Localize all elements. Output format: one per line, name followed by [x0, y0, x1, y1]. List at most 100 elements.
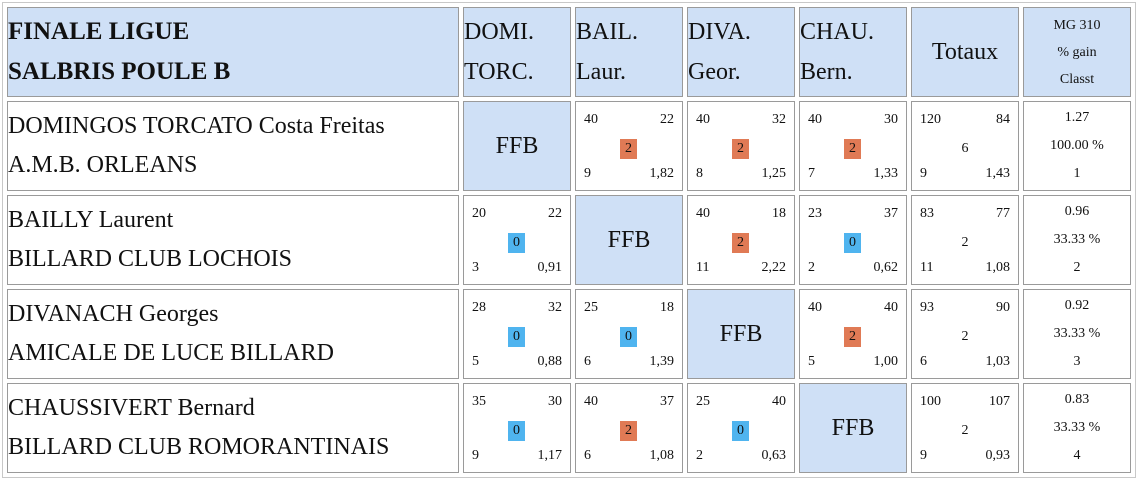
- title-line-1: FINALE LIGUE: [8, 18, 190, 45]
- score-average: 1,03: [985, 354, 1011, 369]
- score-points-against: 18: [660, 300, 674, 315]
- score-points-against: 37: [660, 394, 674, 409]
- column-header-totals: Totaux: [911, 7, 1019, 97]
- score-average: 0,91: [537, 260, 563, 275]
- score-points-for: 120: [920, 112, 941, 127]
- self-match-cell: FFB: [463, 101, 571, 191]
- title-line-2: SALBRIS POULE B: [8, 58, 231, 85]
- stat-rank: 1: [1073, 166, 1081, 181]
- score-points-for: 40: [584, 112, 598, 127]
- totals-cell: 93 90 6 1,03 2: [911, 289, 1019, 379]
- stat-mg: 1.27: [1064, 110, 1090, 125]
- score-innings: 8: [696, 166, 703, 181]
- match-score-cell: 25 18 6 1,39 0: [575, 289, 683, 379]
- score-innings: 3: [472, 260, 479, 275]
- column-header-line-2: TORC.: [464, 59, 534, 85]
- score-points-against: 32: [772, 112, 786, 127]
- total-match-points: 2: [961, 423, 969, 438]
- self-match-cell: FFB: [575, 195, 683, 285]
- table-row: BAILLY Laurent BILLARD CLUB LOCHOIS 2 0 2 2 3 0…: [7, 195, 1131, 285]
- score-innings: 11: [920, 260, 934, 275]
- stat-gain-percent: 33.33 %: [1053, 232, 1101, 247]
- results-body: DOMINGOS TORCATO Costa Freitas A.M.B. ORL…: [7, 101, 1131, 473]
- column-header-line-1: DIVA.: [688, 19, 751, 45]
- column-header-line-2: Laur.: [576, 59, 626, 85]
- stat-header-classt: Classt: [1059, 71, 1095, 87]
- player-cell: CHAUSSIVERT Bernard BILLARD CLUB ROMORANT…: [7, 383, 459, 473]
- score-innings: 7: [808, 166, 815, 181]
- score-innings: 6: [584, 354, 591, 369]
- score-average: 1,25: [761, 166, 787, 181]
- match-score-cell: 40 37 6 1,08 2: [575, 383, 683, 473]
- stat-gain-percent: 100.00 %: [1050, 138, 1104, 153]
- score-points-against: 22: [660, 112, 674, 127]
- player-club: BILLARD CLUB LOCHOIS: [8, 246, 293, 272]
- score-innings: 11: [696, 260, 710, 275]
- match-points-win-badge: 2: [844, 139, 861, 159]
- match-score-cell: 40 30 7 1,33 2: [799, 101, 907, 191]
- score-innings: 2: [696, 448, 703, 463]
- column-header-chau: CHAU. Bern.: [799, 7, 907, 97]
- score-points-against: 84: [996, 112, 1010, 127]
- player-club: BILLARD CLUB ROMORANTINAIS: [8, 434, 390, 460]
- match-points-win-badge: 2: [732, 233, 749, 253]
- match-points-loss-badge: 0: [508, 327, 525, 347]
- self-match-cell: FFB: [799, 383, 907, 473]
- table-row: DOMINGOS TORCATO Costa Freitas A.M.B. ORL…: [7, 101, 1131, 191]
- column-header-line-1: CHAU.: [800, 19, 875, 45]
- stats-cell: 1.27 100.00 % 1: [1023, 101, 1131, 191]
- score-points-against: 18: [772, 206, 786, 221]
- score-points-for: 25: [696, 394, 710, 409]
- table-title: FINALE LIGUE SALBRIS POULE B: [7, 7, 459, 97]
- player-cell: BAILLY Laurent BILLARD CLUB LOCHOIS: [7, 195, 459, 285]
- match-points-loss-badge: 0: [508, 233, 525, 253]
- match-score-cell: 40 18 11 2,22 2: [687, 195, 795, 285]
- column-header-diva: DIVA. Geor.: [687, 7, 795, 97]
- score-average: 1,33: [873, 166, 899, 181]
- table-row: DIVANACH Georges AMICALE DE LUCE BILLARD 2…: [7, 289, 1131, 379]
- match-points-win-badge: 2: [620, 421, 637, 441]
- self-match-cell: FFB: [687, 289, 795, 379]
- score-points-against: 40: [772, 394, 786, 409]
- match-points-win-badge: 2: [844, 327, 861, 347]
- score-average: 1,08: [985, 260, 1011, 275]
- match-score-cell: 20 22 3 0,91 0: [463, 195, 571, 285]
- score-average: 0,88: [537, 354, 563, 369]
- score-points-for: 40: [808, 300, 822, 315]
- totals-cell: 120 84 9 1,43 6: [911, 101, 1019, 191]
- match-score-cell: 40 32 8 1,25 2: [687, 101, 795, 191]
- score-points-for: 23: [808, 206, 822, 221]
- column-header-line-2: Geor.: [688, 59, 741, 85]
- stat-mg: 0.92: [1064, 298, 1090, 313]
- column-header-line-1: DOMI.: [464, 19, 534, 45]
- stats-cell: 0.96 33.33 % 2: [1023, 195, 1131, 285]
- score-points-against: 107: [989, 394, 1010, 409]
- score-points-for: 40: [808, 112, 822, 127]
- match-points-loss-badge: 0: [844, 233, 861, 253]
- score-average: 1,43: [985, 166, 1011, 181]
- header-row: FINALE LIGUE SALBRIS POULE B DOMI. TORC.…: [7, 7, 1131, 97]
- column-header-line-1: BAIL.: [576, 19, 638, 45]
- stat-rank: 2: [1073, 260, 1081, 275]
- score-innings: 6: [584, 448, 591, 463]
- score-innings: 6: [920, 354, 927, 369]
- player-cell: DIVANACH Georges AMICALE DE LUCE BILLARD: [7, 289, 459, 379]
- match-points-win-badge: 2: [620, 139, 637, 159]
- score-points-for: 93: [920, 300, 934, 315]
- score-average: 1,39: [649, 354, 675, 369]
- match-score-cell: 25 40 2 0,63 0: [687, 383, 795, 473]
- score-points-against: 77: [996, 206, 1010, 221]
- player-name: DIVANACH Georges: [8, 301, 219, 327]
- player-club: AMICALE DE LUCE BILLARD: [8, 340, 334, 366]
- score-innings: 9: [920, 166, 927, 181]
- stat-header-gain: % gain: [1057, 44, 1097, 60]
- stat-rank: 4: [1073, 448, 1081, 463]
- score-points-for: 40: [696, 206, 710, 221]
- total-match-points: 2: [961, 329, 969, 344]
- score-points-against: 32: [548, 300, 562, 315]
- score-points-against: 37: [884, 206, 898, 221]
- score-innings: 9: [472, 448, 479, 463]
- score-average: 0,62: [873, 260, 899, 275]
- player-name: BAILLY Laurent: [8, 207, 174, 233]
- match-points-win-badge: 2: [732, 139, 749, 159]
